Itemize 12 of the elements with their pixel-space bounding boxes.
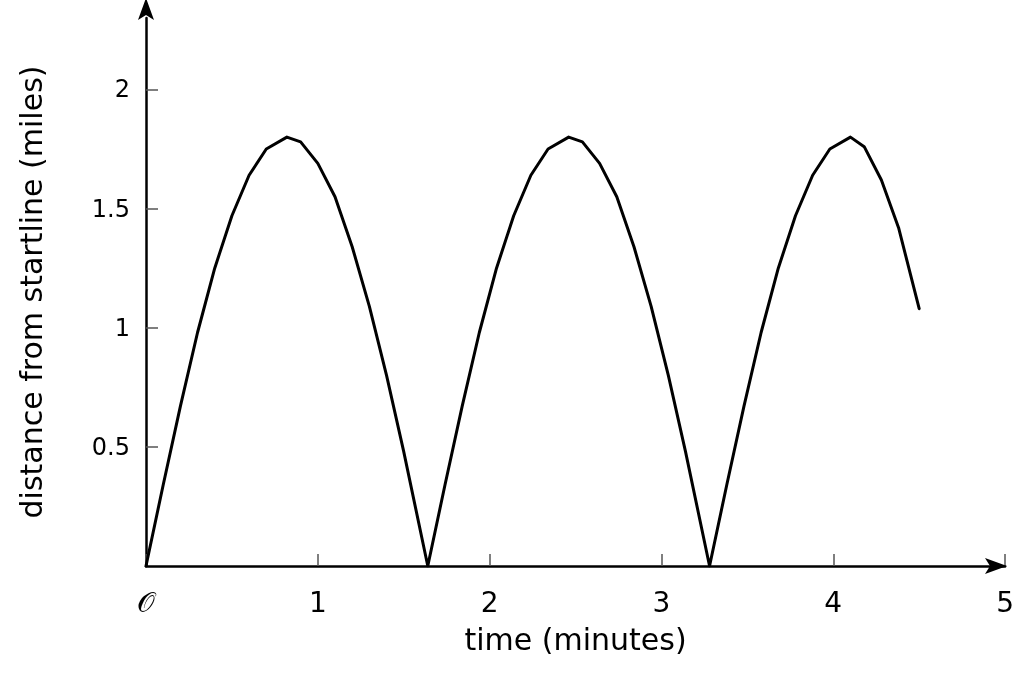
x-tick-label: 2 [480,585,499,619]
x-axis-title: time (minutes) [464,621,687,657]
x-tick-label: 4 [824,585,843,619]
x-tick-label: 5 [996,585,1015,619]
y-tick-label: 2 [114,75,130,104]
x-tick-label: 1 [308,585,327,619]
y-tick-label: 1.5 [91,194,130,223]
y-tick-label: 1 [114,313,130,342]
y-axis-title: distance from startline (miles) [13,65,49,519]
x-tick-label: 3 [652,585,671,619]
y-tick-label: 0.5 [91,432,130,461]
x-tick-label: 𝒪 [137,585,157,619]
